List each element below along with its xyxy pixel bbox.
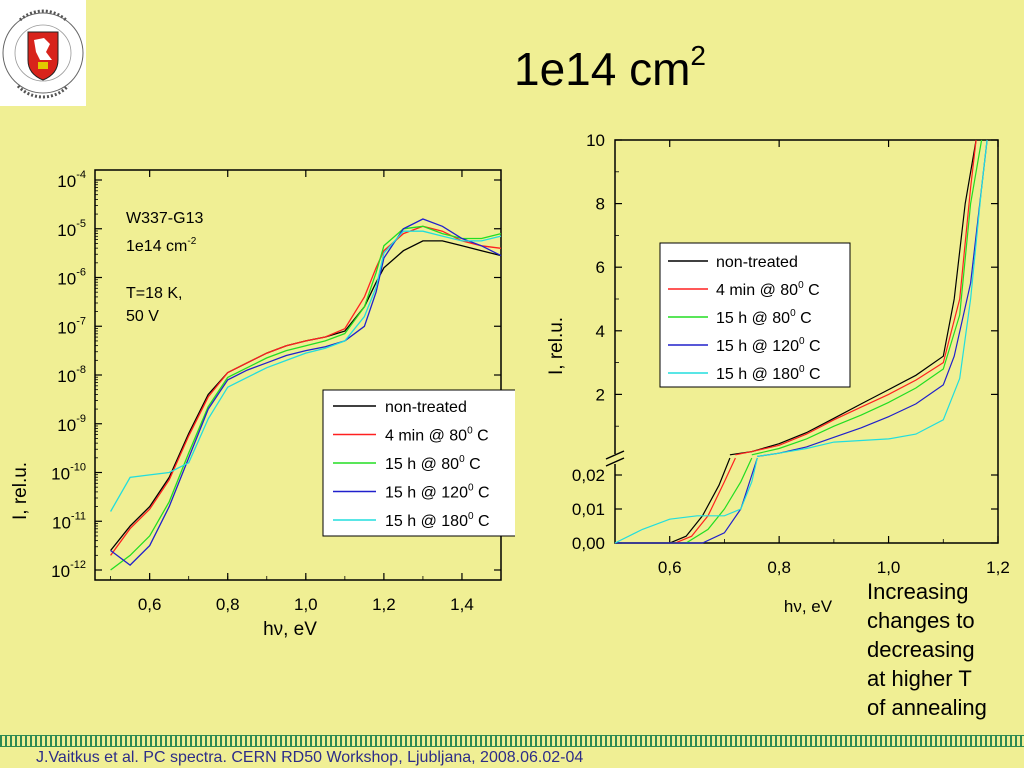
note-line: of annealing bbox=[867, 695, 987, 720]
right-y-tick-label-lower: 0,01 bbox=[572, 500, 605, 519]
note-line: at higher T bbox=[867, 666, 972, 691]
note-line: decreasing bbox=[867, 637, 975, 662]
left-x-tick-label: 1,2 bbox=[372, 595, 396, 614]
left-ticks bbox=[95, 170, 501, 580]
right-series bbox=[614, 139, 988, 544]
right-y-tick-labels: 10 8 6 4 2 0,02 0,01 0,00 bbox=[572, 131, 605, 553]
left-x-tick-label: 1,4 bbox=[450, 595, 474, 614]
right-x-tick-label: 1,0 bbox=[877, 558, 901, 577]
slide-title-base: 1e14 cm bbox=[513, 43, 691, 95]
right-series-lower-15-h-180-c bbox=[614, 457, 758, 544]
right-series-lower-15-h-80-c bbox=[615, 457, 753, 544]
right-series-lower-non-treated bbox=[615, 457, 731, 544]
slide-title: 1e14 cm2 bbox=[440, 39, 780, 96]
right-x-tick-labels: 0,6 0,8 1,0 1,2 bbox=[658, 558, 1010, 577]
right-legend-label: 15 h @ 1800 C bbox=[716, 364, 821, 383]
linear-spectrum-chart: 10 8 6 4 2 0,02 0,01 0,00 0,6 0,8 1,0 1,2 hν, eV I… bbox=[546, 131, 1010, 615]
left-series-15-h-80-c bbox=[110, 225, 502, 571]
right-legend-label: non-treated bbox=[716, 254, 798, 271]
left-y-axis-label: I, rel.u. bbox=[10, 462, 31, 520]
left-series-15-h-120-c bbox=[110, 218, 502, 566]
left-legend-label: 4 min @ 800 C bbox=[385, 426, 489, 445]
right-legend-label: 15 h @ 800 C bbox=[716, 308, 812, 327]
right-plot-frame bbox=[614, 139, 999, 544]
right-x-tick-label: 0,8 bbox=[767, 558, 791, 577]
left-series-4-min-80-c bbox=[110, 225, 502, 556]
right-series-upper-15-h-180-c bbox=[757, 139, 988, 457]
right-y-tick-label: 2 bbox=[596, 385, 605, 404]
left-legend-label: 15 h @ 1200 C bbox=[385, 483, 490, 502]
annotation-temperature: T=18 K, bbox=[126, 285, 182, 302]
right-legend-box bbox=[659, 242, 851, 388]
left-x-tick-label: 1,0 bbox=[294, 595, 318, 614]
log-spectrum-chart: 10-410-510-610-710-810-910-1010-1110-12 … bbox=[10, 169, 515, 640]
right-series-lower-15-h-120-c bbox=[615, 457, 758, 544]
footer-divider bbox=[0, 735, 1024, 747]
left-y-tick-label: 10-7 bbox=[57, 315, 86, 337]
right-y-tick-label: 4 bbox=[596, 322, 605, 341]
right-x-axis-label: hν, eV bbox=[784, 597, 833, 615]
right-series-lower-4-min-80-c bbox=[615, 457, 736, 544]
right-legend-label: 4 min @ 800 C bbox=[716, 280, 820, 299]
right-y-tick-label-lower: 0,02 bbox=[572, 466, 605, 485]
right-y-tick-label-lower: 0,00 bbox=[572, 534, 605, 553]
footer-citation: J.Vaitkus et al. PC spectra. CERN RD50 W… bbox=[36, 749, 584, 766]
note-line: changes to bbox=[867, 608, 975, 633]
axis-break-icon bbox=[605, 450, 625, 467]
left-x-axis-label: hν, eV bbox=[263, 619, 317, 640]
right-legend: non-treated 4 min @ 800 C 15 h @ 800 C 15 h… bbox=[659, 242, 851, 388]
left-y-tick-labels: 10-4 10-5 10-6 10-7 10-8 10-9 10-10 10-11 10-12 bbox=[51, 169, 86, 581]
left-series-15-h-180-c bbox=[110, 230, 502, 512]
university-logo bbox=[0, 0, 86, 106]
left-series bbox=[110, 218, 502, 571]
left-y-tick-label: 10-8 bbox=[57, 364, 86, 386]
left-y-tick-label: 10-12 bbox=[51, 559, 86, 581]
slide-title-sup: 2 bbox=[690, 39, 706, 71]
right-y-tick-label: 10 bbox=[586, 131, 605, 150]
note-line: Increasing bbox=[867, 579, 969, 604]
left-y-tick-label: 10-6 bbox=[57, 267, 86, 289]
left-x-tick-label: 0,6 bbox=[138, 595, 162, 614]
left-legend-label: 15 h @ 800 C bbox=[385, 454, 481, 473]
left-y-tick-label: 10-5 bbox=[57, 218, 86, 240]
right-y-tick-label: 6 bbox=[596, 258, 605, 277]
right-y-axis-label: I, rel.u. bbox=[546, 317, 567, 375]
right-series-upper-non-treated bbox=[729, 139, 977, 456]
university-seal-icon bbox=[2, 9, 84, 99]
left-legend: non-treated 4 min @ 800 C 15 h @ 800 C 15 h… bbox=[322, 389, 515, 537]
left-legend-label: non-treated bbox=[385, 399, 467, 416]
left-y-tick-label: 10-4 bbox=[57, 169, 86, 191]
right-ticks bbox=[614, 139, 999, 544]
left-y-tick-label: 10-9 bbox=[57, 413, 86, 435]
left-y-tick-label: 10-11 bbox=[52, 510, 86, 532]
right-series-upper-15-h-120-c bbox=[757, 139, 988, 457]
annotation-sample: W337-G13 bbox=[126, 210, 203, 227]
right-x-tick-label: 1,2 bbox=[986, 558, 1010, 577]
left-legend-label: 15 h @ 1800 C bbox=[385, 511, 490, 530]
left-annotation: W337-G13 1e14 cm-2 T=18 K, 50 V bbox=[126, 210, 203, 325]
right-legend-label: 15 h @ 1200 C bbox=[716, 336, 821, 355]
annotation-fluence: 1e14 cm-2 bbox=[126, 236, 197, 255]
left-x-tick-labels: 0,6 0,8 1,0 1,2 1,4 bbox=[138, 595, 474, 614]
annotation-note: Increasing changes to decreasing at high… bbox=[867, 577, 1017, 722]
right-y-tick-label: 8 bbox=[596, 195, 605, 214]
left-y-tick-label: 10-10 bbox=[51, 462, 86, 484]
right-series-upper-15-h-80-c bbox=[751, 139, 983, 456]
right-series-upper-4-min-80-c bbox=[735, 139, 977, 456]
left-x-tick-label: 0,8 bbox=[216, 595, 240, 614]
annotation-voltage: 50 V bbox=[126, 308, 159, 325]
right-x-tick-label: 0,6 bbox=[658, 558, 682, 577]
